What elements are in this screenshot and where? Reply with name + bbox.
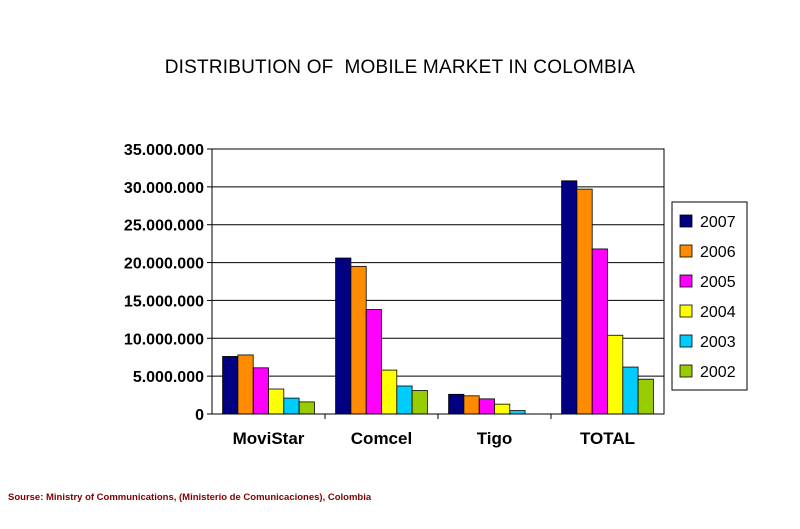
y-tick-label: 25.000.000 [124,218,204,235]
chart-title: DISTRIBUTION OF MOBILE MARKET IN COLOMBI… [164,57,636,78]
y-tick-label: 5.000.000 [133,369,204,386]
axes [207,148,665,419]
legend-swatch-2007 [679,214,693,228]
bar-2002-movistar [298,401,315,415]
y-tick-label: 35.000.000 [124,142,204,159]
bar-2004-total [607,334,624,415]
bar-2003-total [622,366,639,415]
y-tick-label: 15.000.000 [124,293,204,310]
bar-2002-total [637,378,654,415]
x-category-label: Comcel [351,429,412,448]
legend-label-2004: 2004 [700,304,736,321]
bar-2006-tigo [463,395,480,415]
y-tick-label: 20.000.000 [124,256,204,273]
legend-label-2006: 2006 [700,244,736,261]
bar-2004-tigo [494,403,511,415]
bar-2005-total [591,248,608,415]
x-category-label: Tigo [477,429,513,448]
legend-swatch-2006 [679,244,693,258]
bars [222,180,654,415]
x-category-label: TOTAL [580,429,635,448]
bar-2006-movistar [237,354,254,415]
bar-2003-movistar [283,397,300,415]
bar-2003-comcel [396,385,413,415]
bar-2004-comcel [381,369,398,415]
y-tick-labels: 0 5.000.000 10.000.000 15.000.000 20.000.000… [124,142,204,424]
bar-2006-comcel [350,265,367,415]
source-note: Sourse: Ministry of Communications, (Min… [8,492,372,503]
legend-label-2003: 2003 [700,334,736,351]
legend-label-2002: 2002 [700,364,736,381]
bar-2004-movistar [268,388,285,415]
y-tick-label: 10.000.000 [124,331,204,348]
legend-label-2005: 2005 [700,274,736,291]
legend: 2007 2006 2005 2004 2003 2002 [671,201,748,391]
bar-2005-tigo [478,398,495,415]
x-category-label: MoviStar [233,429,305,448]
bar-2003-tigo [509,410,526,415]
legend-label-2007: 2007 [700,214,736,231]
legend-swatch-2002 [679,364,693,378]
legend-box [671,201,748,391]
bar-2005-movistar [252,367,269,415]
y-tick-label: 30.000.000 [124,180,204,197]
y-tick-label: 0 [195,407,204,424]
bar-2002-comcel [411,390,428,415]
bar-2007-comcel [335,257,352,415]
bar-2007-total [561,180,578,415]
bar-2007-tigo [448,393,465,415]
legend-swatch-2005 [679,274,693,288]
x-category-labels: MoviStar Comcel Tigo TOTAL [233,429,635,448]
bar-2007-movistar [222,356,239,415]
bar-2005-comcel [365,309,382,415]
legend-swatch-2003 [679,334,693,348]
legend-swatch-2004 [679,304,693,318]
bar-2006-total [576,188,593,415]
